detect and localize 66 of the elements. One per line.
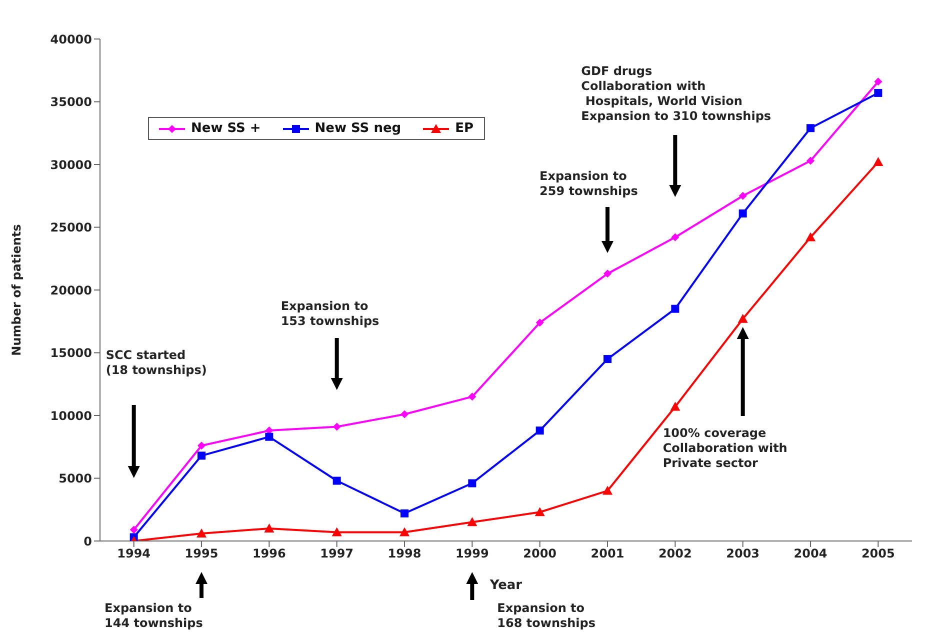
point: [671, 233, 680, 242]
point: [467, 517, 478, 526]
text: Expansion to 144 townships: [104, 601, 203, 630]
point: [468, 392, 476, 401]
point: [873, 156, 884, 166]
point: [806, 124, 814, 132]
legend-label: New SS neg: [314, 121, 402, 136]
point: [602, 486, 612, 495]
point: [534, 507, 545, 516]
point: [265, 432, 274, 441]
legend-label: New SS +: [191, 121, 261, 136]
point: [198, 442, 206, 450]
text: Expansion to 168 townships: [497, 601, 596, 630]
point: [806, 232, 816, 242]
annotation: GDF drugs Collaboration with Hospitals, World Vision Expansion to 310 townships: [581, 64, 772, 123]
x-tick-label: 2005: [861, 546, 895, 561]
y-tick-label: 35000: [50, 95, 92, 110]
point: [400, 410, 408, 418]
point: [604, 355, 612, 364]
x-tick-label: 2003: [726, 546, 760, 561]
x-tick-label: 1998: [388, 546, 422, 561]
y-tick-label: 15000: [50, 346, 92, 360]
y-tick-label: 0: [84, 534, 92, 548]
x-tick-label: 1994: [117, 546, 151, 561]
point: [874, 78, 882, 86]
point: [671, 304, 680, 313]
point: [332, 476, 341, 485]
point: [400, 509, 408, 518]
y-tick-label: 30000: [50, 158, 92, 172]
x-tick-label: 2002: [658, 546, 692, 561]
point: [806, 156, 814, 165]
y-tick-label: 10000: [50, 408, 92, 423]
point: [468, 479, 476, 488]
point: [196, 528, 206, 538]
y-tick-label: 20000: [50, 283, 92, 298]
annotation: 100% coverage Collaboration with Private sector: [662, 426, 788, 470]
point: [400, 527, 410, 536]
point: [332, 422, 341, 431]
point: [264, 523, 274, 532]
y-tick-label: 40000: [50, 32, 92, 46]
annotation: Expansion to 153 townships: [280, 299, 380, 328]
y-tick-label: 5000: [58, 472, 92, 486]
annotation: Expansion to 259 townships: [540, 169, 638, 198]
point: [670, 402, 680, 411]
y-axis-title: Number of patients: [9, 224, 24, 356]
point: [536, 318, 544, 327]
point: [198, 452, 206, 460]
point: [536, 426, 544, 435]
x-tick-label: 2001: [590, 546, 624, 561]
x-tick-label: 2004: [794, 546, 828, 561]
point: [604, 270, 612, 278]
point: [874, 88, 882, 97]
y-tick-label: 25000: [50, 220, 92, 235]
point: [130, 526, 138, 534]
annotation: SCC started (18 townships): [106, 348, 207, 377]
x-tick-label: 2000: [523, 546, 557, 561]
point: [332, 527, 342, 536]
point: [738, 192, 747, 200]
point: [738, 314, 748, 323]
x-tick-label: 1999: [455, 546, 489, 561]
x-tick-label: 1995: [184, 546, 218, 561]
point: [738, 209, 747, 218]
x-tick-label: 1996: [252, 546, 286, 561]
legend-label: EP: [455, 121, 474, 136]
x-axis-title: Year: [488, 578, 523, 593]
x-tick-label: 1997: [320, 546, 354, 561]
